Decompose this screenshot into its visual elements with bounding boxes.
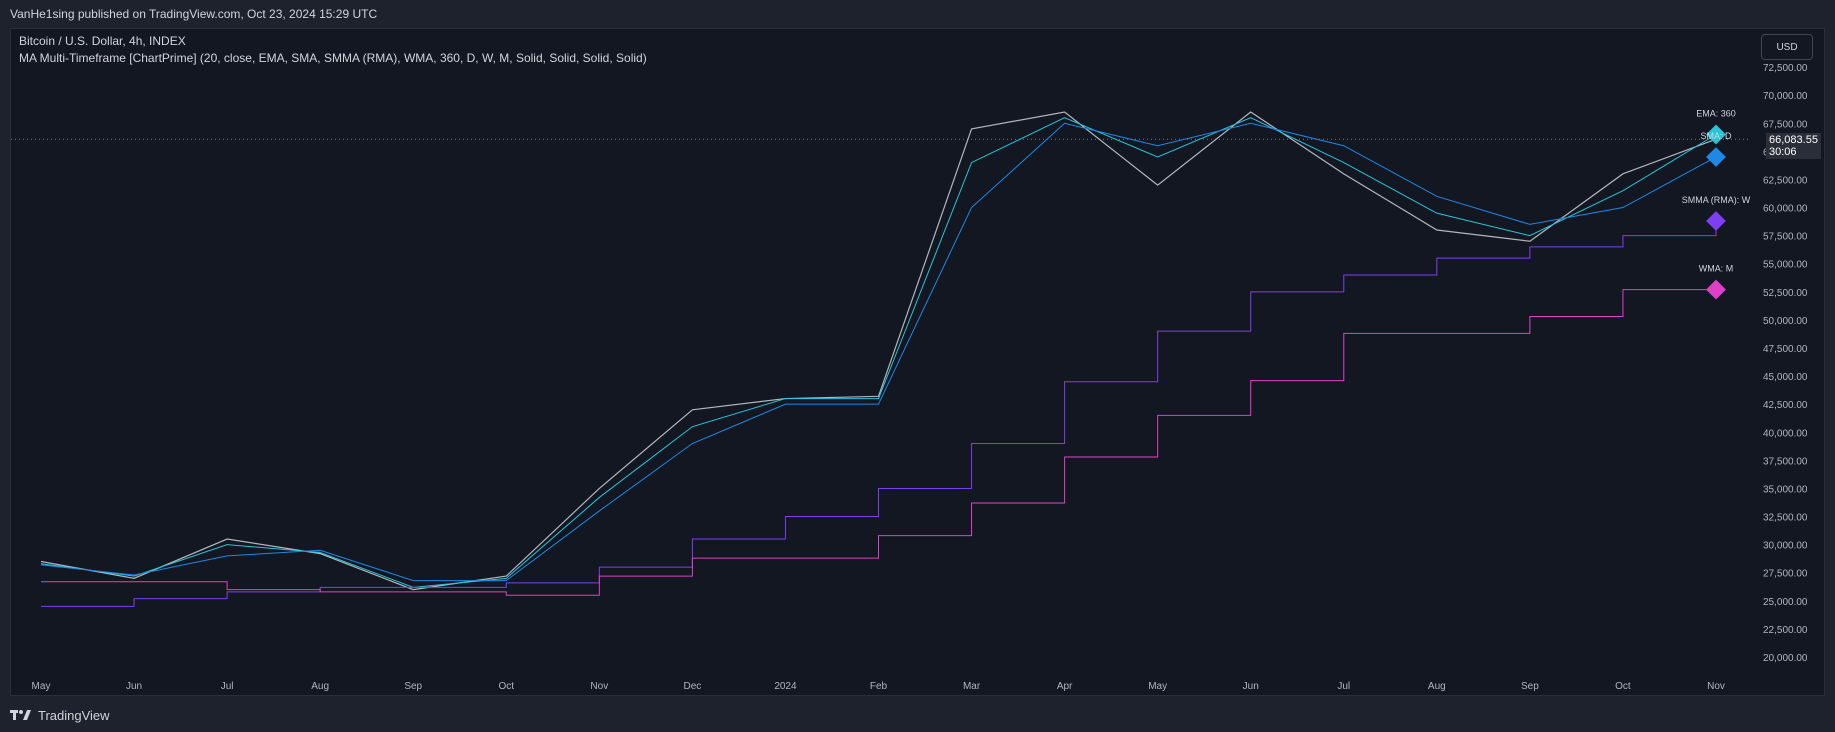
x-tick-label: May: [32, 681, 51, 692]
series-marker-wma: [1706, 279, 1726, 300]
series-label-smma: SMMA (RMA): W: [1682, 195, 1751, 205]
x-tick-label: Sep: [1521, 681, 1539, 692]
x-tick-label: Feb: [870, 681, 888, 692]
y-tick-label: 60,000.00: [1763, 204, 1808, 215]
footer: TradingView: [10, 700, 110, 730]
y-tick-label: 32,500.00: [1763, 513, 1808, 524]
y-tick-label: 37,500.00: [1763, 456, 1808, 467]
series-line-ema: [40, 117, 1717, 588]
x-tick-label: Dec: [683, 681, 701, 692]
x-tick-label: Nov: [1707, 681, 1725, 692]
brand-label[interactable]: TradingView: [38, 707, 110, 723]
y-tick-label: 52,500.00: [1763, 288, 1808, 299]
y-tick-label: 35,000.00: [1763, 484, 1808, 495]
series-line-wma: [41, 289, 1716, 596]
y-tick-label: 25,000.00: [1763, 597, 1808, 608]
y-tick-label: 30,000.00: [1763, 541, 1808, 552]
y-tick-label: 72,500.00: [1763, 63, 1808, 74]
x-tick-label: Sep: [404, 681, 422, 692]
y-tick-label: 50,000.00: [1763, 316, 1808, 327]
x-tick-label: 2024: [774, 681, 797, 692]
x-tick-label: Nov: [590, 681, 608, 692]
x-tick-label: Oct: [1615, 681, 1631, 692]
series-line-sma: [40, 122, 1717, 582]
y-tick-label: 20,000.00: [1763, 653, 1808, 664]
y-tick-label: 70,000.00: [1763, 91, 1808, 102]
series-marker-ema: [1706, 124, 1726, 145]
x-tick-label: Aug: [1428, 681, 1446, 692]
tradingview-logo-icon[interactable]: [10, 708, 32, 722]
y-tick-label: 22,500.00: [1763, 625, 1808, 636]
y-tick-label: 67,500.00: [1763, 119, 1808, 130]
bar-countdown: 30:06: [1769, 146, 1797, 159]
series-marker-sma: [1706, 147, 1726, 167]
y-tick-label: 45,000.00: [1763, 372, 1808, 383]
y-tick-label: 42,500.00: [1763, 400, 1808, 411]
series-label-sma: SMA: D: [1700, 131, 1732, 141]
x-tick-label: Mar: [963, 681, 981, 692]
series-label-wma: WMA: M: [1699, 264, 1734, 274]
x-tick-label: Jul: [221, 681, 234, 692]
x-tick-label: Aug: [311, 681, 329, 692]
y-tick-label: 40,000.00: [1763, 428, 1808, 439]
published-header: VanHe1sing published on TradingView.com,…: [10, 7, 378, 21]
x-tick-label: Jul: [1337, 681, 1350, 692]
series-line-smma: [41, 221, 1717, 607]
last-price-tag: 66,083.55 30:06: [1766, 133, 1821, 160]
x-tick-label: Oct: [498, 681, 514, 692]
y-tick-label: 55,000.00: [1763, 260, 1808, 271]
series-line-price: [40, 111, 1717, 591]
x-tick-label: May: [1148, 681, 1167, 692]
series-marker-smma: [1706, 211, 1726, 231]
last-price: 66,083.55: [1769, 134, 1818, 147]
x-tick-label: Jun: [126, 681, 142, 692]
y-tick-label: 62,500.00: [1763, 175, 1808, 186]
series-label-ema: EMA: 360: [1696, 109, 1736, 119]
y-tick-label: 27,500.00: [1763, 569, 1808, 580]
x-tick-label: Jun: [1243, 681, 1259, 692]
y-tick-label: 47,500.00: [1763, 344, 1808, 355]
currency-button[interactable]: USD: [1761, 34, 1813, 60]
x-tick-label: Apr: [1057, 681, 1073, 692]
y-tick-label: 57,500.00: [1763, 232, 1808, 243]
